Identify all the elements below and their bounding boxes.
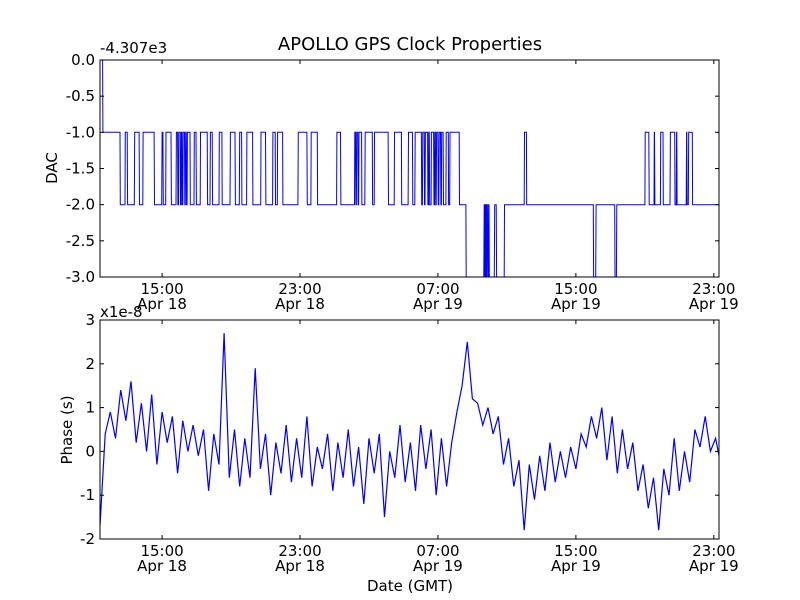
phase-xtick-date-label: Apr 19 <box>551 557 601 575</box>
dac-ytick-label: -2.0 <box>66 196 95 214</box>
phase-axes-frame <box>99 319 720 540</box>
dac-ytick-label: -1.5 <box>66 160 95 178</box>
phase-ytick-label: -1 <box>80 486 95 504</box>
dac-xtick-time-label: 15:00 <box>140 280 183 298</box>
phase-axes: x1e-8 Phase (s) Date (GMT) 3 2 1 0 -1 -2 15:00… <box>58 303 739 595</box>
phase-xtick-date-label: Apr 18 <box>275 557 325 575</box>
chart-title: APOLLO GPS Clock Properties <box>278 34 542 55</box>
dac-ytick-label: 0.0 <box>71 51 95 69</box>
dac-y-axis-label: DAC <box>43 152 61 184</box>
dac-ytick-label: -1.0 <box>66 123 95 141</box>
phase-y-axis-label: Phase (s) <box>58 395 76 464</box>
phase-series-line <box>100 333 719 531</box>
dac-ytick-label: -3.0 <box>66 268 95 286</box>
phase-offset-text: x1e-8 <box>100 303 143 321</box>
phase-ytick-label: 1 <box>85 399 95 417</box>
dac-xtick-date-label: Apr 19 <box>689 295 739 313</box>
dac-xtick-time-label: 15:00 <box>554 280 597 298</box>
dac-xtick-date-label: Apr 19 <box>551 295 601 313</box>
x-axis-label: Date (GMT) <box>367 577 453 595</box>
phase-xtick-date-label: Apr 19 <box>689 557 739 575</box>
dac-xtick-time-label: 07:00 <box>416 280 459 298</box>
phase-xtick-date-label: Apr 19 <box>413 557 463 575</box>
phase-ytick-label: 3 <box>85 311 95 329</box>
dac-offset-text: -4.307e3 <box>100 39 167 57</box>
phase-ytick-label: 0 <box>85 442 95 460</box>
dac-xtick-date-label: Apr 19 <box>413 295 463 313</box>
dac-ytick-label: -0.5 <box>66 87 95 105</box>
phase-xtick-time-label: 07:00 <box>416 542 459 560</box>
phase-ytick-label: -2 <box>80 530 95 548</box>
dac-xtick-date-label: Apr 18 <box>275 295 325 313</box>
phase-xtick-date-label: Apr 18 <box>137 557 187 575</box>
phase-xtick-time-label: 23:00 <box>692 542 735 560</box>
dac-series-line <box>100 59 719 278</box>
phase-ytick-label: 2 <box>85 355 95 373</box>
dac-xtick-date-label: Apr 18 <box>137 295 187 313</box>
dac-xtick-time-label: 23:00 <box>692 280 735 298</box>
phase-xtick-time-label: 23:00 <box>278 542 321 560</box>
dac-axes: -4.307e3 DAC 0.0 -0.5 -1.0 -1.5 -2.0 -2.5 -3.0… <box>43 39 739 313</box>
dac-xtick-time-label: 23:00 <box>278 280 321 298</box>
phase-xtick-time-label: 15:00 <box>140 542 183 560</box>
dac-ytick-label: -2.5 <box>66 232 95 250</box>
phase-xtick-time-label: 15:00 <box>554 542 597 560</box>
